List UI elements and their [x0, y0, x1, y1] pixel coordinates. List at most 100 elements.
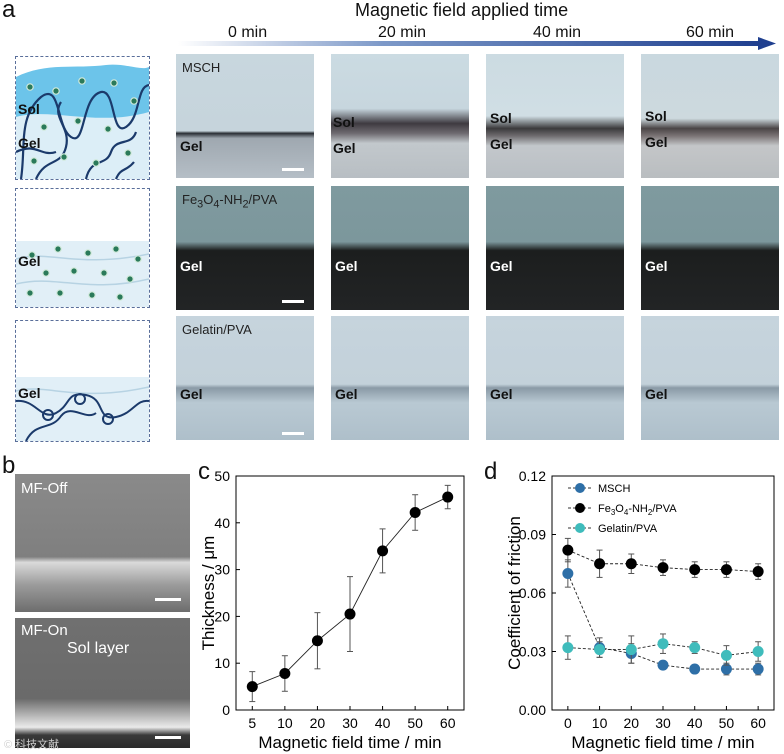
- data-point: [279, 667, 291, 679]
- x-tick-label: 10: [277, 715, 293, 731]
- photo-msch-40-sol: Sol: [490, 110, 512, 126]
- photo-fe3o4-40-gel: Gel: [490, 258, 513, 274]
- photo-msch-20-sol: Sol: [333, 114, 355, 130]
- sem-mf-off: MF-Off: [15, 474, 190, 612]
- scale-bar: [155, 736, 181, 739]
- photo-fe3o4-60-gel: Gel: [645, 258, 668, 274]
- chart-thickness: 0 10 20 30 40 50 5 10 20 30 40 50 60 Magnetic field t…: [199, 468, 465, 752]
- data-point: [752, 566, 764, 578]
- sample-name-fe3o4: Fe3O4-NH2/PVA: [182, 192, 278, 211]
- photo-gelatin-20: Gel: [331, 316, 469, 440]
- x-axis-label: Magnetic field time / min: [258, 733, 441, 752]
- x-tick-label: 20: [623, 715, 639, 731]
- schematic-gelatin-drawing: [16, 377, 149, 441]
- photo-msch-40-gel: Gel: [490, 136, 513, 152]
- sample-name-msch: MSCH: [182, 60, 221, 75]
- data-point: [594, 558, 606, 570]
- sem-sol-layer-label: Sol layer: [67, 640, 130, 657]
- sem-mf-on: MF-On Sol layer: [15, 618, 190, 748]
- panel-label-a: a: [2, 0, 16, 23]
- time-label-0: 0 min: [228, 24, 268, 41]
- y-tick-label: 0: [222, 702, 230, 718]
- schematic-fe3o4-drawing: [16, 241, 149, 307]
- schematic-gelatin: Gel: [15, 320, 150, 442]
- y-tick-label: 30: [214, 562, 230, 578]
- x-tick-label: 40: [375, 715, 391, 731]
- chart-friction: 0.00 0.03 0.06 0.09 0.12 0 10 20 30 40 50 60 Magneti…: [505, 468, 775, 752]
- x-tick-label: 5: [248, 715, 256, 731]
- legend-label: MSCH: [598, 483, 630, 495]
- scale-bar: [282, 432, 304, 435]
- x-tick-label: 50: [407, 715, 423, 731]
- photo-msch-0-gel: Gel: [180, 138, 203, 154]
- x-tick-label: 10: [592, 715, 608, 731]
- x-tick-label: 30: [342, 715, 358, 731]
- schematic-gelatin-gel: Gel: [18, 385, 41, 401]
- panel-label-d: d: [484, 458, 498, 485]
- photo-msch-20-gel: Gel: [333, 140, 356, 156]
- legend-marker: [575, 523, 585, 533]
- photo-gelatin-40: Gel: [486, 316, 624, 440]
- data-point: [657, 638, 669, 650]
- data-point: [562, 642, 574, 654]
- x-tick-label: 60: [750, 715, 766, 731]
- photo-gelatin-40-gel: Gel: [490, 386, 513, 402]
- scale-bar: [282, 168, 304, 171]
- schematic-msch-drawing: [16, 64, 149, 179]
- time-axis-title: Magnetic field applied time: [355, 0, 569, 20]
- y-tick-label: 50: [214, 468, 230, 484]
- scale-bar: [282, 300, 304, 303]
- photo-msch-0: MSCH Gel: [176, 54, 314, 178]
- time-label-60: 60 min: [686, 24, 735, 41]
- data-point: [377, 545, 389, 557]
- y-tick-label: 0.12: [519, 468, 546, 484]
- data-point: [311, 635, 323, 647]
- data-point: [657, 659, 669, 671]
- data-point: [625, 644, 637, 656]
- schematic-msch-sol: Sol: [18, 101, 40, 117]
- schematic-fe3o4-gel: Gel: [18, 253, 41, 269]
- sem-mf-off-label: MF-Off: [21, 480, 68, 497]
- y-tick-label: 20: [214, 608, 230, 624]
- y-tick-label: 0.06: [519, 585, 546, 601]
- data-point: [562, 568, 574, 579]
- data-point: [689, 564, 701, 576]
- photo-fe3o4-20: Gel: [331, 186, 469, 310]
- sem-mf-on-label: MF-On: [21, 622, 68, 639]
- data-point: [344, 608, 356, 620]
- watermark: © 科技文献: [4, 739, 60, 751]
- time-label-40: 40 min: [533, 24, 582, 41]
- schematic-msch-gel: Gel: [18, 135, 41, 151]
- y-axis-label: Coefficient of friction: [505, 516, 524, 670]
- data-point: [409, 507, 421, 519]
- data-point: [689, 642, 701, 654]
- y-tick-label: 0.00: [519, 702, 546, 718]
- y-tick-label: 0.09: [519, 527, 546, 543]
- x-tick-label: 40: [687, 715, 703, 731]
- photo-fe3o4-0-gel: Gel: [180, 258, 203, 274]
- photo-fe3o4-40: Gel: [486, 186, 624, 310]
- photo-gelatin-20-gel: Gel: [335, 386, 358, 402]
- x-tick-label: 30: [655, 715, 671, 731]
- photo-gelatin-60-gel: Gel: [645, 386, 668, 402]
- data-point: [689, 663, 701, 675]
- photo-msch-20: Sol Gel: [331, 54, 469, 178]
- legend-marker: [575, 503, 585, 513]
- data-point: [752, 646, 764, 657]
- legend-label: Fe3O4-NH2/PVA: [598, 503, 677, 517]
- time-label-20: 20 min: [378, 24, 427, 41]
- data-point: [720, 663, 732, 675]
- schematic-fe3o4: Gel: [15, 188, 150, 308]
- panel-label-c: c: [198, 458, 210, 485]
- x-axis-label: Magnetic field time / min: [571, 733, 754, 752]
- y-axis-label: Thickness / μm: [199, 536, 218, 651]
- data-point: [442, 491, 454, 503]
- photo-gelatin-0: Gelatin/PVA Gel: [176, 316, 314, 440]
- x-tick-label: 60: [440, 715, 456, 731]
- photo-msch-40: Sol Gel: [486, 54, 624, 178]
- x-tick-label: 0: [564, 715, 572, 731]
- photo-msch-60-gel: Gel: [645, 134, 668, 150]
- schematic-msch: Sol Gel: [15, 56, 150, 180]
- photo-gelatin-0-gel: Gel: [180, 386, 203, 402]
- data-point: [720, 649, 732, 661]
